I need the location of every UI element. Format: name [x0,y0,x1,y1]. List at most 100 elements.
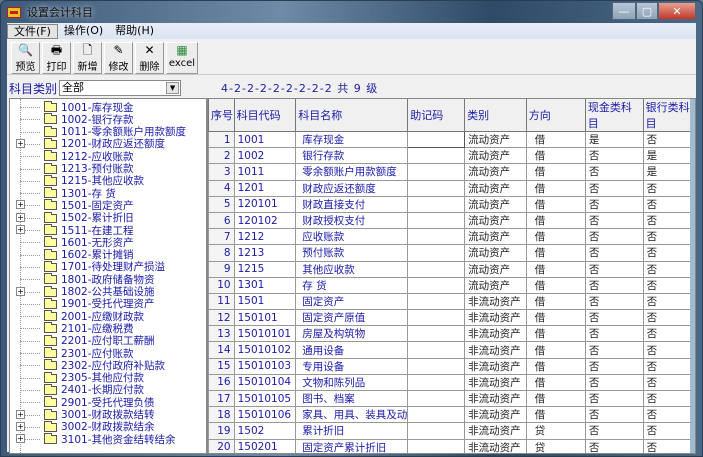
tree-item[interactable]: 2101-应缴税费 [10,322,206,335]
cell-7: 否 [642,438,695,453]
tree-line [20,426,40,428]
excel-button[interactable]: ▦ excel [166,42,198,74]
expand-icon[interactable]: + [16,434,25,444]
table-row[interactable]: 6 120102 财政授权支付 流动资产借否否 [208,211,695,230]
cell-5: 借 [525,147,586,165]
tree-item-label: 1801-政府储备物资 [61,273,155,286]
expand-icon[interactable]: + [16,286,25,296]
tree-item[interactable]: 2001-应缴财政款 [10,310,206,323]
column-header[interactable]: 助记码 [407,99,466,132]
tree-item[interactable]: 1001-库存现金 [10,101,206,114]
tree-item[interactable]: 1301-存 货 [10,187,206,200]
table-row[interactable]: 18 15010106 家具、用具、装具及动 非流动资产借否否 [208,406,695,424]
cell-6: 否 [584,422,644,440]
column-header[interactable]: 方向 [525,99,586,132]
cell-0: 14 [208,341,235,359]
column-header[interactable]: 科目代码 [233,99,297,132]
tree-line [20,230,40,231]
expand-icon[interactable]: + [16,225,25,234]
close-button[interactable]: ✕ [658,2,696,20]
table-row[interactable]: 5 120101 财政直接支付 流动资产借否否 [208,195,695,213]
table-row[interactable]: 12 150101 固定资产原值 非流动资产借否否 [208,309,695,327]
cell-3 [407,373,466,392]
tree-item[interactable]: 2401-长期应付款 [10,383,206,396]
tree-item[interactable]: 2305-其他应付款 [10,371,206,384]
table-row[interactable]: 2 1002 银行存款 流动资产借否是 [208,147,695,165]
tree-item[interactable]: 1701-待处理财产损溢 [10,260,206,273]
tree-item[interactable]: +3001-财政拨款结转 [10,408,206,421]
expand-icon[interactable]: + [16,212,25,222]
cell-0: 13 [208,325,235,343]
tree-item[interactable]: 1602-累计摊销 [10,248,206,261]
toolbar-button-0[interactable]: 🔍 预览 [11,42,40,74]
tree-item[interactable]: 2302-应付政府补贴款 [10,359,206,372]
cell-5: 贷 [525,422,586,440]
chevron-down-icon[interactable]: ▼ [166,82,180,94]
table-row[interactable]: 15 15010103 专用设备 非流动资产借否否 [208,357,695,375]
tree-item[interactable]: +1802-公共基础设施 [10,285,206,298]
menu-help[interactable]: 帮助(H) [115,23,155,37]
toolbar-button-3[interactable]: ✎ 修改 [104,42,133,74]
account-grid[interactable]: 序号 科目代码 科目名称 助记码 类别 方向 现金类科目 银行类科目 1 1001 库存现金 流动资产… [207,98,696,454]
column-header[interactable]: 科目名称 [295,99,409,132]
category-select[interactable]: 全部 ▼ [59,80,182,96]
table-row[interactable]: 9 1215 其他应收款 流动资产借否否 [208,260,695,278]
tree-item[interactable]: 1901-受托代理资产 [10,297,206,310]
tree-item[interactable]: 1601-无形资产 [10,236,206,249]
tree-item[interactable]: 1801-政府储备物资 [10,273,206,286]
column-header[interactable]: 序号 [208,99,235,132]
tree-item[interactable]: 1011-零余额账户用款额度 [10,125,206,138]
tree-item[interactable]: 2201-应付职工薪酬 [10,334,206,347]
tree-item[interactable]: +1501-固定资产 [10,199,206,212]
cell-3 [407,325,466,343]
maximize-button[interactable]: ▢ [636,2,658,20]
toolbar-button-1[interactable]: 🖶 打印 [42,42,71,74]
expand-icon[interactable]: + [16,421,25,431]
cell-4: 流动资产 [464,211,527,230]
table-row[interactable]: 1 1001 库存现金 流动资产借是否 [208,130,695,149]
tree-item[interactable]: +3002-财政拨款结余 [10,420,206,434]
column-header[interactable]: 类别 [464,99,527,132]
table-row[interactable]: 10 1301 存 货流动资产借否否 [208,276,695,294]
menu-file[interactable]: 文件(F) [7,23,58,39]
tree-item[interactable]: 1212-应收账款 [10,150,206,163]
folder-icon [44,383,57,395]
table-row[interactable]: 19 1502 累计折旧 非流动资产贷否否 [208,422,695,440]
tree-item[interactable]: +1502-累计折旧 [10,211,206,224]
minimize-button[interactable]: — [612,2,636,20]
cell-6: 否 [584,292,644,311]
tree-item[interactable]: 2301-应付账款 [10,347,206,360]
column-header[interactable]: 银行类科目 [642,99,695,132]
table-row[interactable]: 16 15010104 文物和陈列品 非流动资产借否否 [208,373,695,392]
cell-2: 通用设备 [295,341,409,359]
table-row[interactable]: 4 1201 财政应返还额度 流动资产借否否 [208,179,695,197]
table-row[interactable]: 11 1501 固定资产 非流动资产借否否 [208,292,695,311]
tree-item[interactable]: 1002-银行存款 [10,113,206,126]
vertical-scrollbar[interactable] [690,99,695,453]
tree-item[interactable]: +1201-财政应返还额度 [10,137,206,150]
table-row[interactable]: 7 1212 应收账款 流动资产借否否 [208,228,695,246]
edit-icon: ✎ [113,43,124,57]
toolbar-button-2[interactable]: 🗋 新增 [73,42,102,74]
expand-icon[interactable]: + [16,200,25,210]
table-row[interactable]: 17 15010105 图书、档案 非流动资产借否否 [208,389,695,408]
tree-item[interactable]: 1213-预付账款 [10,162,206,175]
expand-icon[interactable]: + [16,409,25,419]
cell-2: 累计折旧 [295,422,409,440]
tree-item[interactable]: 1215-其他应收款 [10,174,206,187]
tree-item[interactable]: 2901-受托代理负债 [10,396,206,409]
tree-item-label: 3002-财政拨款结余 [61,421,155,434]
table-row[interactable]: 20 150201 固定资产累计折旧 非流动资产贷否否 [208,438,695,453]
column-header[interactable]: 现金类科目 [584,99,644,132]
tree-line [20,131,40,133]
expand-icon[interactable]: + [16,138,25,148]
table-row[interactable]: 3 1011 零余额账户用款额度 流动资产借否是 [208,163,695,181]
toolbar-button-4[interactable]: ✕ 删除 [135,42,164,74]
table-row[interactable]: 8 1213 预付账款 流动资产借否否 [208,244,695,262]
tree-item[interactable]: +1511-在建工程 [10,224,206,237]
menu-operation[interactable]: 操作(O) [63,23,104,37]
table-row[interactable]: 14 15010102 通用设备 非流动资产借否否 [208,341,695,359]
tree-item[interactable]: +3101-其他资金结转结余 [10,433,206,446]
table-row[interactable]: 13 15010101 房屋及构筑物 非流动资产借否否 [208,325,695,343]
account-tree[interactable]: 1001-库存现金 1002-银行存款 1011-零余额账户用款额度 +1201-财政… [9,98,207,454]
